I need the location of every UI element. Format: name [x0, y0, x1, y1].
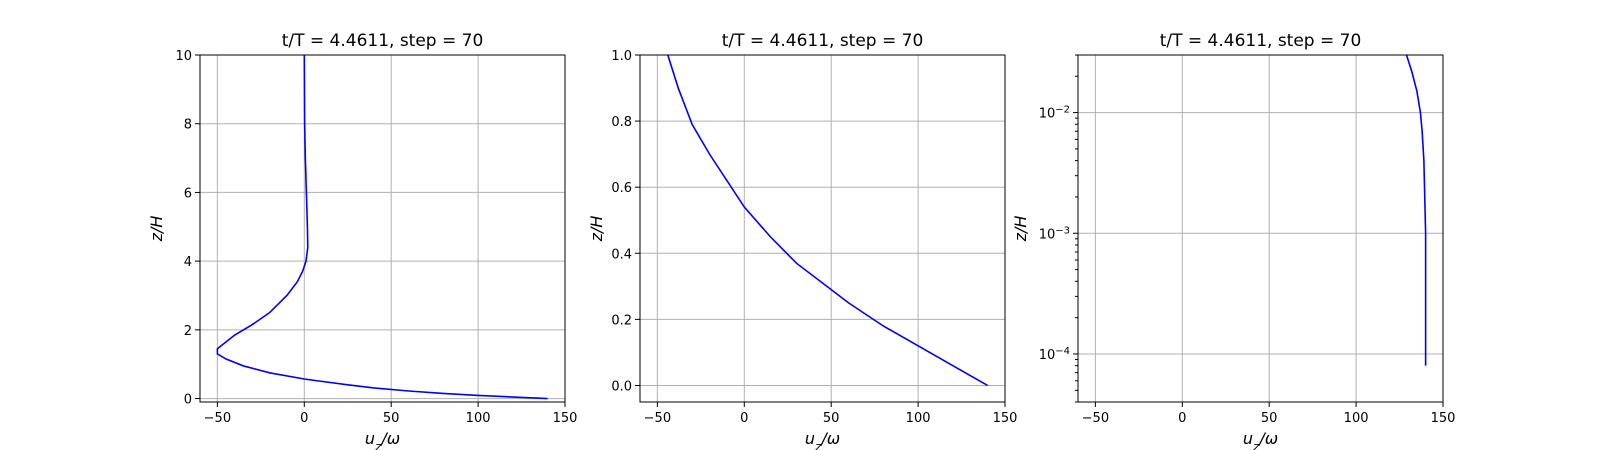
subplot-2-title: t/T = 4.4611, step = 70 [722, 31, 924, 51]
x-tick-label: 150 [553, 411, 578, 426]
plot-frame [1077, 54, 1444, 403]
subplot-1: t/T = 4.4611, step = 70 uz/ω z/H −50 0 50 1… [147, 31, 577, 450]
x-tick-label: 100 [466, 411, 491, 426]
subplot-3-xlabel: uz/ω [1243, 429, 1278, 450]
y-tick-label: 10−3 [1039, 225, 1070, 243]
profile-line [1405, 54, 1427, 366]
y-tick-label: 0.8 [611, 115, 632, 130]
x-tick-label: −50 [204, 411, 231, 426]
x-tick-label: 150 [1431, 411, 1456, 426]
y-tick-label: 2 [184, 324, 192, 339]
grid [200, 54, 566, 402]
y-tick-label: 0.0 [611, 379, 632, 394]
subplot-1-title: t/T = 4.4611, step = 70 [282, 31, 484, 51]
y-tick-label: 4 [184, 255, 192, 270]
grid [1078, 55, 1444, 402]
y-tick-label: 10−4 [1039, 345, 1070, 363]
subplot-2-xlabel: uz/ω [805, 429, 840, 450]
x-tick-label: 50 [1261, 411, 1278, 426]
y-tick-label: 10 [175, 49, 192, 64]
x-tick-label: 150 [993, 411, 1018, 426]
plot-frame [639, 54, 1006, 403]
x-tick-label: 0 [300, 411, 308, 426]
x-tick-label: 0 [740, 411, 748, 426]
y-tick-label: 6 [184, 186, 192, 201]
x-tick-label: −50 [644, 411, 671, 426]
y-tick-label: 10−2 [1039, 104, 1070, 122]
x-tick-label: 50 [383, 411, 400, 426]
y-tick-label: 0.2 [611, 313, 632, 328]
x-tick-label: −50 [1082, 411, 1109, 426]
subplot-3: t/T = 4.4611, step = 70 uz/ω z/H −50 0 50 1… [1011, 31, 1455, 450]
profile-line [216, 54, 548, 400]
x-tick-label: 50 [823, 411, 840, 426]
subplot-2: t/T = 4.4611, step = 70 uz/ω z/H −50 0 50 1… [587, 31, 1017, 450]
y-tick-label: 8 [184, 118, 192, 133]
subplot-3-title: t/T = 4.4611, step = 70 [1160, 31, 1362, 51]
subplot-1-xlabel: uz/ω [365, 429, 400, 450]
y-tick-label: 0.6 [611, 181, 632, 196]
profile-line [667, 54, 989, 387]
subplot-3-ylabel: z/H [1011, 216, 1030, 243]
y-tick-label: 0 [184, 393, 192, 408]
subplot-2-ylabel: z/H [587, 216, 606, 243]
subplot-1-ylabel: z/H [147, 216, 166, 243]
x-tick-label: 100 [1344, 411, 1369, 426]
x-tick-label: 0 [1178, 411, 1186, 426]
grid [640, 54, 1006, 402]
plot-frame [199, 54, 566, 403]
y-tick-label: 1.0 [611, 49, 632, 64]
x-tick-label: 100 [906, 411, 931, 426]
y-tick-label: 0.4 [611, 247, 632, 262]
